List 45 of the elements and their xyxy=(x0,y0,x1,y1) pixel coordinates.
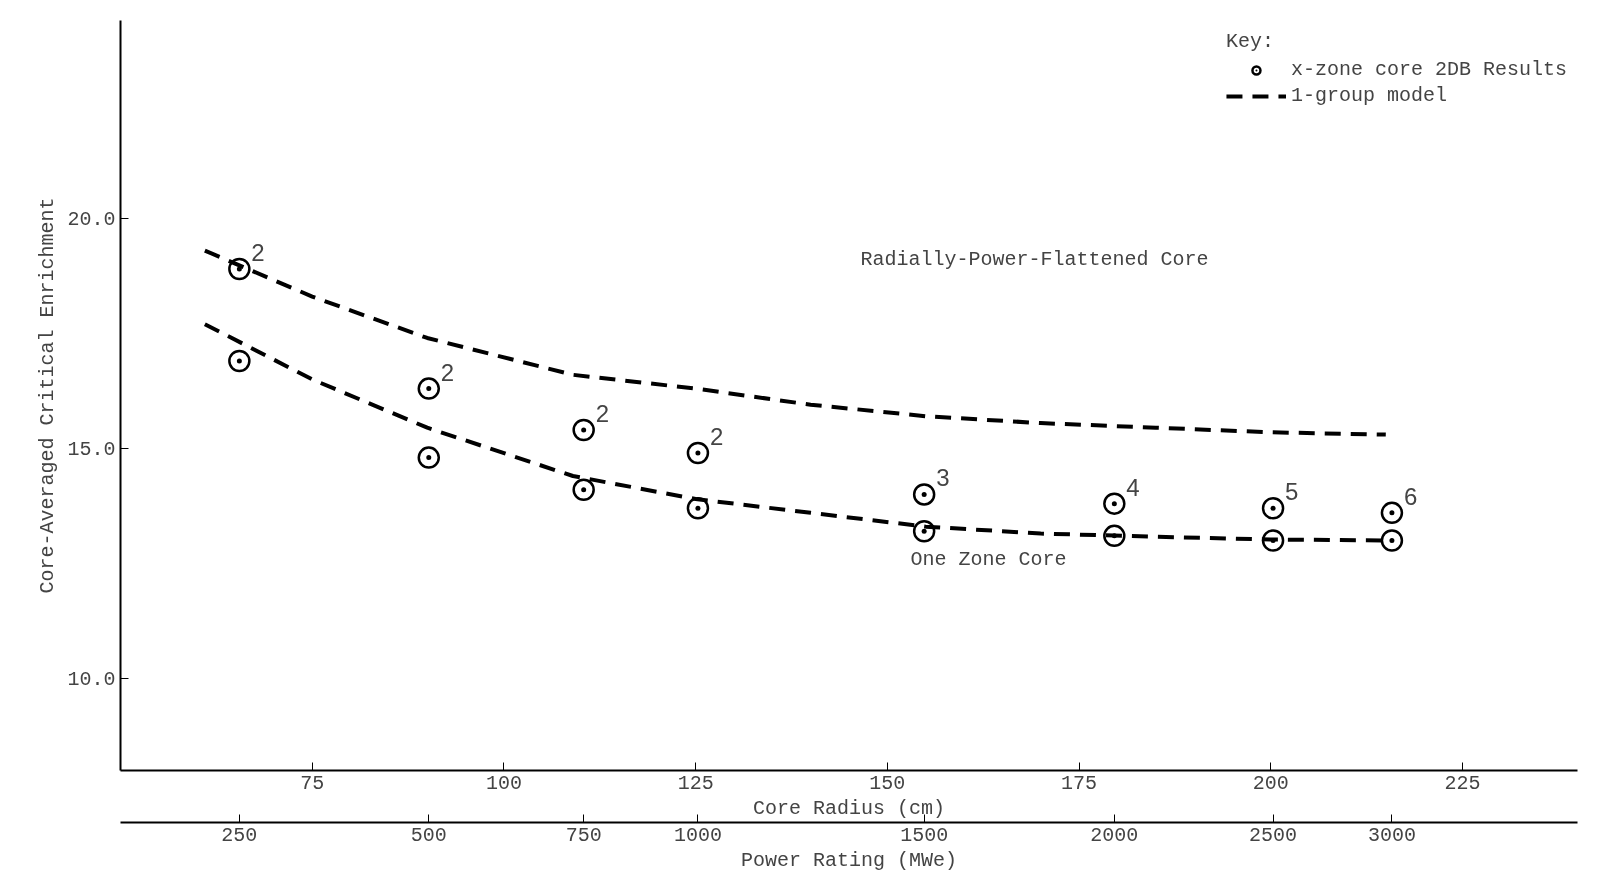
annotation: 2 xyxy=(251,238,265,266)
legend-label: 1-group model xyxy=(1290,84,1447,107)
point xyxy=(417,377,441,400)
annotation: 2 xyxy=(595,400,610,428)
x-tick-label: 175 xyxy=(1061,771,1098,795)
y-tick-label: 10.0 xyxy=(67,667,116,691)
point xyxy=(572,418,595,442)
x-tick-label: 150 xyxy=(869,771,906,795)
y-tick-label: 20.0 xyxy=(67,207,116,231)
text: 3000 xyxy=(1367,823,1416,847)
point xyxy=(1103,492,1126,515)
annotation: One Zone Core xyxy=(910,547,1067,571)
text: 1000 xyxy=(673,823,722,847)
x-axis-title: Core Radius (cm) xyxy=(752,796,946,820)
point xyxy=(1261,497,1285,520)
legend-label: x-zone core 2DB Results xyxy=(1290,58,1567,81)
annotation: 5 xyxy=(1285,478,1299,506)
annotation: 4 xyxy=(1126,473,1140,501)
y-tick-label: 15.0 xyxy=(67,437,116,461)
point xyxy=(417,446,441,469)
text: 2500 xyxy=(1249,823,1298,847)
annotation: 3 xyxy=(936,464,950,492)
x-tick-label: 125 xyxy=(677,771,714,795)
point xyxy=(572,478,595,502)
text: 750 xyxy=(565,823,602,847)
point xyxy=(1380,501,1404,525)
text: 500 xyxy=(410,823,447,847)
x-tick-label: 225 xyxy=(1444,771,1481,795)
annotation: 2 xyxy=(709,423,724,451)
text: 250 xyxy=(221,823,258,847)
legend-title: Key: xyxy=(1225,30,1275,53)
annotation: 6 xyxy=(1403,482,1418,510)
point xyxy=(1380,529,1404,552)
y-axis-title: Core-Averaged Critical Enrichment xyxy=(36,197,60,594)
x2-axis-title: Power Rating (MWe) xyxy=(740,848,958,872)
x-tick-label: 75 xyxy=(300,771,325,795)
x-tick-label: 200 xyxy=(1252,771,1289,795)
annotation: Radially-Power-Flattened Core xyxy=(860,247,1209,271)
point xyxy=(912,483,936,506)
annotation: 2 xyxy=(440,358,455,386)
point xyxy=(228,349,251,373)
point xyxy=(686,441,710,465)
text: 2000 xyxy=(1090,823,1139,847)
x-tick-label: 100 xyxy=(485,771,522,795)
text: 1500 xyxy=(900,823,949,847)
